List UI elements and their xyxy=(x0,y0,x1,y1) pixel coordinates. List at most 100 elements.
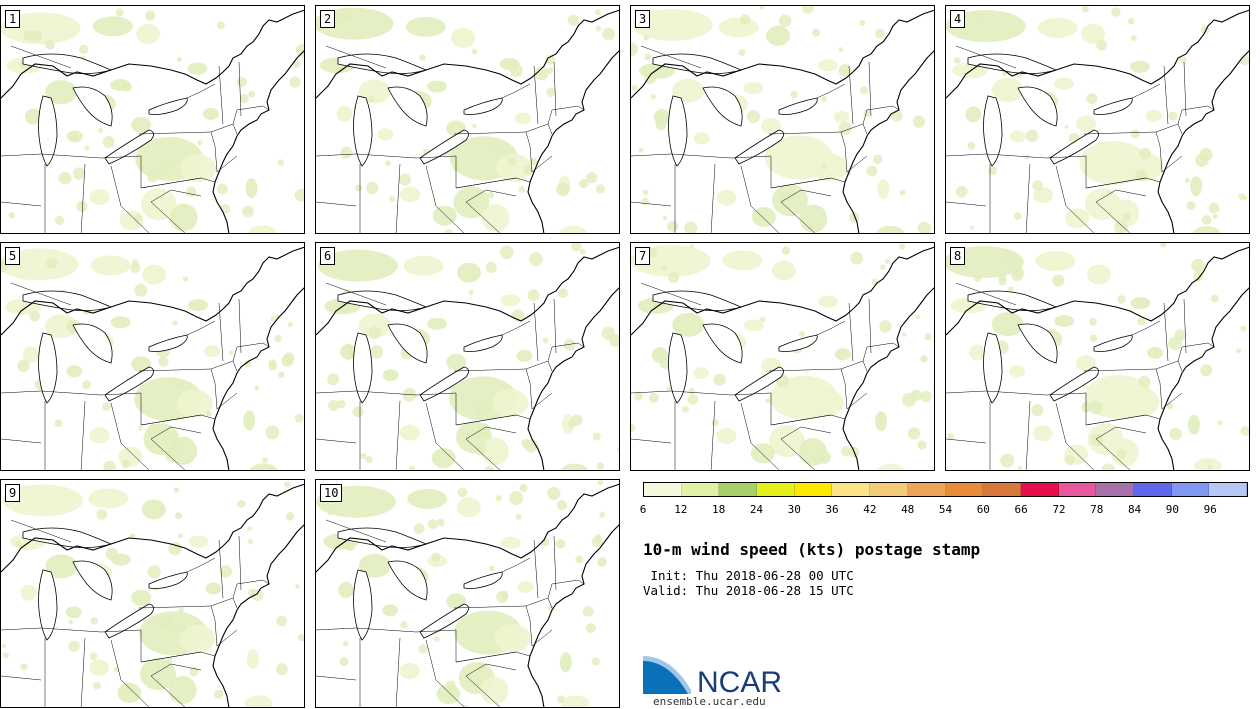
colorbar-swatch xyxy=(644,483,682,496)
great-lakes xyxy=(337,53,503,167)
colorbar-tick: 60 xyxy=(976,503,990,516)
great-lakes xyxy=(652,290,818,404)
map-panel: 5 xyxy=(0,242,305,471)
colorbar-tick: 6 xyxy=(639,503,647,516)
colorbar-swatch xyxy=(1133,483,1172,496)
wind-shading xyxy=(317,243,619,470)
svg-text:NCAR: NCAR xyxy=(697,666,782,696)
wind-speed-map xyxy=(1,246,304,470)
coastline xyxy=(316,246,619,470)
colorbar-tick-labels: 6 12 18 24 30 36 42 48 54 60 66 72 78 84 90 96 xyxy=(639,503,1248,517)
colorbar-tick: 84 xyxy=(1127,503,1142,516)
colorbar-swatch xyxy=(945,483,984,496)
map-panel: 10 xyxy=(315,479,620,708)
state-borders xyxy=(316,519,585,707)
colorbar-tick: 42 xyxy=(863,503,877,516)
valid-time: Valid: Thu 2018-06-28 15 UTC xyxy=(643,583,854,598)
wind-speed-map xyxy=(1,481,304,707)
coastline xyxy=(316,9,619,233)
colorbar-swatch xyxy=(1020,483,1059,496)
coastline xyxy=(1,483,304,707)
panel-number: 3 xyxy=(635,10,651,28)
colorbar-tick: 18 xyxy=(712,503,726,516)
state-borders xyxy=(316,282,585,470)
state-borders xyxy=(631,282,900,470)
map-panel: 7 xyxy=(630,242,935,471)
wind-speed-map xyxy=(316,480,619,707)
colorbar-swatch xyxy=(1058,483,1097,496)
colorbar-swatch xyxy=(681,483,720,496)
panel-number: 2 xyxy=(320,10,336,28)
colorbar-tick: 96 xyxy=(1203,503,1217,516)
map-panel: 4 xyxy=(945,5,1250,234)
great-lakes xyxy=(22,290,188,404)
coastline xyxy=(631,246,934,470)
colorbar-tick: 12 xyxy=(674,503,688,516)
great-lakes xyxy=(22,53,188,167)
great-lakes xyxy=(22,527,188,641)
great-lakes xyxy=(652,53,818,167)
map-panel: 8 xyxy=(945,242,1250,471)
great-lakes xyxy=(967,290,1133,404)
ncar-logo: NCAR xyxy=(643,656,782,696)
wind-speed-map xyxy=(316,243,619,470)
chart-title: 10-m wind speed (kts) postage stamp xyxy=(643,540,981,559)
map-panel: 9 xyxy=(0,479,305,708)
wind-speed-map xyxy=(316,7,619,233)
panel-number: 6 xyxy=(320,247,336,265)
coastline xyxy=(316,483,619,707)
coastline xyxy=(1,9,304,233)
colorbar-swatch xyxy=(794,483,833,496)
state-borders xyxy=(1,282,270,470)
colorbar-swatch xyxy=(983,483,1021,496)
wind-shading xyxy=(946,6,1249,233)
logo-url: ensemble.ucar.edu xyxy=(653,695,766,708)
map-panel: 6 xyxy=(315,242,620,471)
colorbar-swatch xyxy=(907,483,946,496)
wind-shading xyxy=(2,481,304,707)
wind-speed-map xyxy=(631,243,934,470)
colorbar-tick: 90 xyxy=(1165,503,1179,516)
colorbar-swatch xyxy=(719,483,758,496)
colorbar-tick: 48 xyxy=(901,503,915,516)
wind-speed-map xyxy=(946,243,1249,470)
map-panel: 1 xyxy=(0,5,305,234)
colorbar-tick: 54 xyxy=(938,503,953,516)
state-borders xyxy=(946,282,1215,470)
wind-shading xyxy=(631,243,932,470)
colorbar-tick: 36 xyxy=(825,503,839,516)
map-panel: 3 xyxy=(630,5,935,234)
panel-number: 7 xyxy=(635,247,651,265)
colorbar-swatch xyxy=(1096,483,1134,496)
colorbar-tick: 72 xyxy=(1052,503,1066,516)
wind-speed-map xyxy=(946,6,1249,233)
state-borders xyxy=(946,45,1215,233)
great-lakes xyxy=(337,527,503,641)
wind-shading xyxy=(316,480,607,707)
colorbar-swatch xyxy=(832,483,871,496)
panel-number: 10 xyxy=(320,484,343,502)
colorbar-tick: 66 xyxy=(1014,503,1028,516)
state-borders xyxy=(1,519,270,707)
wind-speed-map xyxy=(1,8,304,233)
map-panel: 2 xyxy=(315,5,620,234)
wind-shading xyxy=(946,243,1249,470)
coastline xyxy=(946,9,1249,233)
coastline xyxy=(631,9,934,233)
init-time: Init: Thu 2018-06-28 00 UTC xyxy=(643,568,854,583)
colorbar-tick: 30 xyxy=(787,503,801,516)
state-borders xyxy=(631,45,900,233)
panel-number: 8 xyxy=(950,247,966,265)
state-borders xyxy=(1,45,270,233)
panel-number: 4 xyxy=(950,10,966,28)
state-borders xyxy=(316,45,585,233)
colorbar-swatch xyxy=(757,483,795,496)
coastline xyxy=(946,246,1249,470)
colorbar-swatch xyxy=(870,483,908,496)
colorbar-tick: 78 xyxy=(1090,503,1104,516)
great-lakes xyxy=(967,53,1133,167)
wind-shading xyxy=(631,6,932,233)
wind-speed-map xyxy=(631,6,934,233)
panel-number: 5 xyxy=(5,247,21,265)
colorbar xyxy=(643,482,1248,497)
